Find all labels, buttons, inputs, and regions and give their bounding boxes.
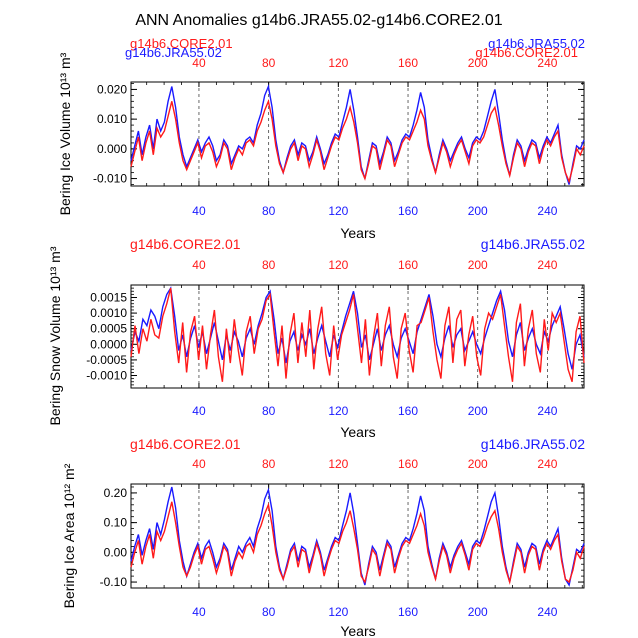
y-tick-label: 0.10 bbox=[104, 516, 128, 530]
y-tick-label: 0.0000 bbox=[90, 337, 127, 351]
x-tick-label-top: 160 bbox=[398, 457, 418, 471]
x-tick-label-top: 80 bbox=[262, 258, 276, 272]
line-core2 bbox=[130, 287, 585, 383]
x-tick-label-bottom: 160 bbox=[398, 404, 418, 418]
plot-area-frame bbox=[130, 284, 585, 389]
line-core2 bbox=[130, 98, 585, 184]
x-tick-label-bottom: 80 bbox=[262, 605, 276, 619]
legend-right-core-overlap: g14b6.CORE2.01 bbox=[475, 45, 578, 60]
x-tick-label-bottom: 200 bbox=[468, 404, 488, 418]
x-tick-label-bottom: 240 bbox=[537, 605, 557, 619]
line-core2 bbox=[130, 501, 585, 585]
y-tick-label: -0.10 bbox=[100, 575, 128, 589]
series-lines bbox=[130, 486, 585, 587]
x-tick-label-top: 240 bbox=[537, 258, 557, 272]
y-axis-ticks: -0.10 0.00 0.10 0.20 bbox=[100, 486, 584, 589]
top-x-tick-labels: 40 80 120 160 200 240 bbox=[192, 457, 557, 471]
x-tick-label-top: 200 bbox=[468, 258, 488, 272]
x-tick-label-top: 160 bbox=[398, 258, 418, 272]
y-tick-label: 0.010 bbox=[97, 112, 127, 126]
xlabel-ice-area: Years bbox=[340, 623, 375, 638]
x-tick-label-bottom: 120 bbox=[328, 204, 348, 218]
x-tick-label-top: 40 bbox=[192, 258, 206, 272]
line-jra55 bbox=[130, 286, 585, 370]
xlabel-ice-volume: Years bbox=[340, 225, 375, 241]
x-tick-label-bottom: 240 bbox=[537, 204, 557, 218]
ylabel-ice-area: Bering Ice Area 10¹² m² bbox=[61, 463, 77, 608]
y-tick-label: 0.00 bbox=[104, 545, 128, 559]
x-tick-label-bottom: 160 bbox=[398, 204, 418, 218]
y-tick-label: -0.0005 bbox=[86, 353, 127, 367]
top-x-tick-labels: 40 80 120 160 200 240 bbox=[192, 56, 557, 70]
top-x-tick-labels: 40 80 120 160 200 240 bbox=[192, 258, 557, 272]
bottom-x-tick-labels: 40 80 120 160 200 240 bbox=[192, 204, 557, 218]
x-tick-label-bottom: 120 bbox=[328, 404, 348, 418]
vertical-gridlines bbox=[146, 285, 583, 388]
y-tick-label: -0.0010 bbox=[86, 369, 127, 383]
panel-ice-volume: g14b6.CORE2.01 g14b6.JRA55.02 g14b6.JRA5… bbox=[57, 36, 585, 241]
x-tick-label-bottom: 120 bbox=[328, 605, 348, 619]
vertical-gridlines bbox=[146, 82, 583, 186]
x-tick-label-bottom: 240 bbox=[537, 404, 557, 418]
legend-left-core: g14b6.CORE2.01 bbox=[130, 436, 241, 452]
y-tick-label: 0.0015 bbox=[90, 290, 127, 304]
series-lines bbox=[130, 84, 585, 185]
panel-ice-area: g14b6.CORE2.01 g14b6.JRA55.02 40 80 120 160… bbox=[61, 436, 585, 638]
figure-title: ANN Anomalies g14b6.JRA55.02-g14b6.CORE2… bbox=[135, 12, 502, 29]
legend-right-jra: g14b6.JRA55.02 bbox=[481, 236, 586, 252]
y-tick-label: 0.000 bbox=[97, 142, 127, 156]
y-axis-ticks: -0.010 0.000 0.010 0.020 bbox=[93, 82, 584, 186]
x-tick-label-bottom: 200 bbox=[468, 204, 488, 218]
x-tick-label-bottom: 40 bbox=[192, 204, 206, 218]
panel-snow-volume: g14b6.CORE2.01 g14b6.JRA55.02 40 80 120 160… bbox=[47, 236, 585, 440]
plot-area-frame bbox=[130, 81, 585, 187]
x-tick-label-top: 120 bbox=[328, 258, 348, 272]
y-tick-label: 0.20 bbox=[104, 486, 128, 500]
legend-right-jra: g14b6.JRA55.02 bbox=[481, 436, 586, 452]
x-tick-label-top: 80 bbox=[262, 457, 276, 471]
x-tick-label-top: 120 bbox=[328, 457, 348, 471]
plot-area-frame bbox=[130, 483, 585, 589]
x-tick-label-bottom: 80 bbox=[262, 404, 276, 418]
x-tick-label-top: 80 bbox=[262, 56, 276, 70]
xlabel-snow-volume: Years bbox=[340, 424, 375, 440]
legend-left-jra-overlap: g14b6.JRA55.02 bbox=[125, 45, 222, 60]
ylabel-ice-volume: Bering Ice Volume 10¹³ m³ bbox=[57, 52, 73, 215]
legend-left-core: g14b6.CORE2.01 bbox=[130, 36, 233, 51]
x-tick-label-top: 120 bbox=[328, 56, 348, 70]
x-tick-label-top: 240 bbox=[537, 56, 557, 70]
x-tick-label-top: 160 bbox=[398, 56, 418, 70]
x-tick-label-bottom: 160 bbox=[398, 605, 418, 619]
x-tick-label-top: 40 bbox=[192, 56, 206, 70]
ylabel-snow-volume: Bering Snow Volume 10¹³ m³ bbox=[47, 246, 63, 425]
x-tick-label-top: 240 bbox=[537, 457, 557, 471]
x-tick-label-top: 40 bbox=[192, 457, 206, 471]
legend-left-core: g14b6.CORE2.01 bbox=[130, 236, 241, 252]
x-tick-label-top: 200 bbox=[468, 457, 488, 471]
y-tick-label: 0.0010 bbox=[90, 306, 127, 320]
x-tick-label-bottom: 40 bbox=[192, 605, 206, 619]
y-tick-label: 0.0005 bbox=[90, 322, 127, 336]
bottom-x-tick-labels: 40 80 120 160 200 240 bbox=[192, 404, 557, 418]
x-tick-label-bottom: 80 bbox=[262, 204, 276, 218]
vertical-gridlines bbox=[146, 484, 583, 588]
x-tick-label-bottom: 200 bbox=[468, 605, 488, 619]
x-tick-label-bottom: 40 bbox=[192, 404, 206, 418]
series-lines bbox=[130, 286, 585, 383]
x-tick-label-top: 200 bbox=[468, 56, 488, 70]
bottom-x-tick-labels: 40 80 120 160 200 240 bbox=[192, 605, 557, 619]
y-tick-label: 0.020 bbox=[97, 82, 127, 96]
legend-right-jra: g14b6.JRA55.02 bbox=[488, 36, 585, 51]
y-tick-label: -0.010 bbox=[93, 172, 127, 186]
